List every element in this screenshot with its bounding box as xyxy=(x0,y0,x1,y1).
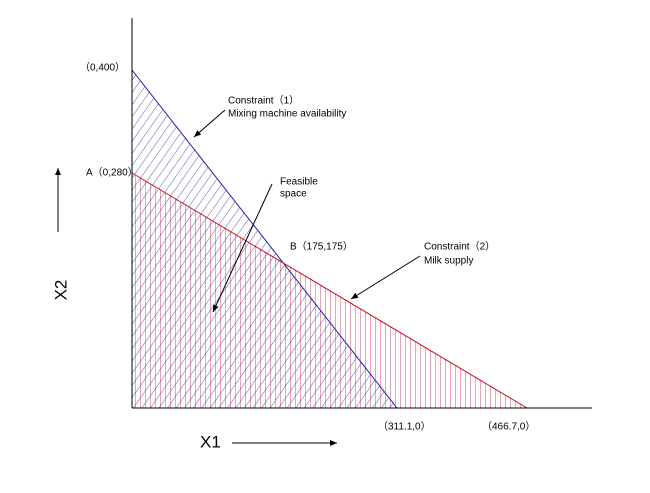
point-label: B（175,175） xyxy=(290,241,353,253)
point-label: （311.1,0） xyxy=(378,421,431,433)
point-label: （466.7,0） xyxy=(482,421,535,433)
annotation: Mixing machine availability xyxy=(228,109,346,120)
point-label: （0,400） xyxy=(80,62,125,74)
axis-label: X2 xyxy=(51,280,70,301)
constraint-2-line xyxy=(131,172,528,409)
arrow xyxy=(193,109,226,138)
point-label: A（0,280） xyxy=(86,167,138,179)
annotation: Feasible xyxy=(280,177,318,188)
arrow xyxy=(350,255,421,300)
constraint-1-line xyxy=(131,69,398,409)
arrow xyxy=(212,183,273,313)
annotation: Constraint（2） xyxy=(424,241,495,253)
annotation: Milk supply xyxy=(424,256,473,267)
annotation: Constraint（1） xyxy=(228,95,299,107)
axis-label: X1 xyxy=(200,432,221,451)
annotation: space xyxy=(280,189,307,200)
